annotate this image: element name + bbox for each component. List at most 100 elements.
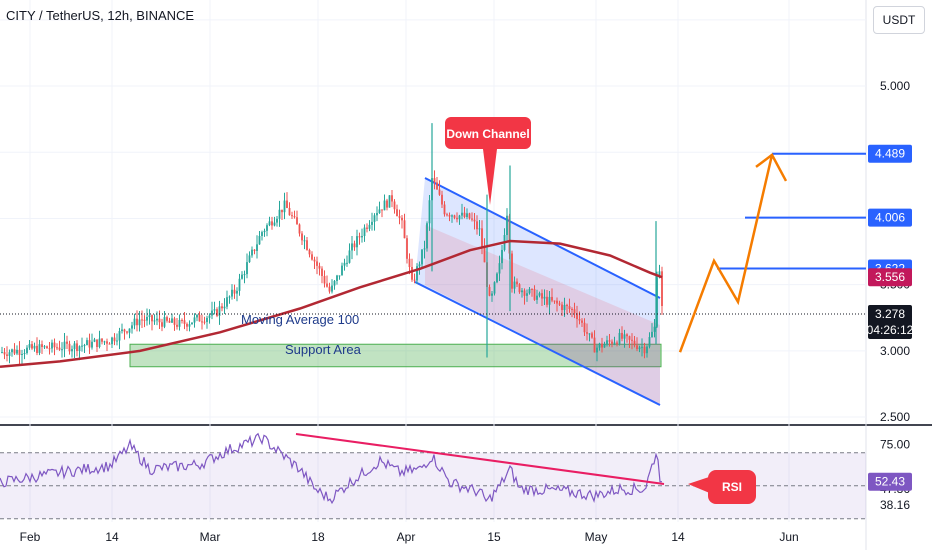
candle-body	[641, 346, 643, 348]
candle	[496, 272, 498, 284]
candle	[268, 216, 271, 227]
candle-body	[76, 343, 78, 351]
candle	[463, 206, 466, 219]
candle	[241, 271, 243, 280]
candle	[631, 333, 633, 350]
candle-body	[261, 232, 263, 237]
candle-body	[438, 189, 441, 195]
candle-body	[303, 240, 306, 242]
candle-body	[198, 314, 201, 322]
candle	[633, 335, 636, 348]
candle-body	[68, 343, 71, 352]
candle-body	[401, 217, 403, 221]
candle-body	[533, 289, 536, 300]
candle	[491, 290, 493, 302]
candle	[141, 310, 143, 328]
candle-body	[531, 288, 533, 290]
candle	[76, 340, 78, 357]
candle-body	[468, 213, 471, 219]
candle-body	[151, 315, 153, 322]
candle	[416, 263, 418, 285]
candle-body	[83, 345, 86, 347]
candle	[96, 339, 98, 352]
rsi-callout-label: RSI	[722, 480, 742, 494]
rsi-tick-label: 75.00	[880, 437, 910, 451]
candle-body	[646, 346, 648, 354]
candle	[553, 300, 556, 304]
candle-body	[203, 321, 206, 323]
candle	[441, 190, 443, 209]
candle	[471, 212, 473, 222]
candle-body	[416, 266, 418, 281]
candle	[148, 309, 151, 325]
candle	[311, 251, 313, 261]
rsi-callout: RSI	[688, 470, 756, 504]
candle	[133, 313, 136, 330]
candle	[103, 340, 106, 346]
candle-body	[146, 316, 148, 321]
candle	[176, 317, 178, 330]
candle-body	[338, 275, 341, 277]
currency-button[interactable]: USDT	[873, 6, 925, 34]
candle-body	[451, 215, 453, 217]
candle	[298, 223, 301, 237]
candle-body	[138, 319, 141, 326]
candle	[1, 346, 3, 354]
candle-body	[186, 323, 188, 327]
candle	[143, 315, 146, 328]
candle	[376, 206, 378, 222]
candle-body	[88, 340, 91, 348]
candle	[288, 202, 291, 216]
candle	[273, 216, 276, 227]
candle-body	[516, 281, 518, 285]
down-channel-callout: Down Channel	[445, 117, 531, 205]
candle	[436, 176, 438, 190]
candle-body	[161, 322, 163, 327]
price-tick-label: 2.500	[880, 410, 910, 424]
candle-body	[436, 182, 438, 190]
candle-body	[301, 233, 303, 241]
candle	[306, 237, 308, 251]
candle-body	[246, 262, 248, 275]
candle-body	[596, 347, 598, 353]
candle-body	[548, 296, 551, 305]
candle-body	[518, 284, 521, 293]
candle-body	[156, 318, 158, 321]
candle-body	[606, 340, 608, 345]
candle-body	[226, 297, 228, 307]
candle-body	[16, 349, 18, 354]
candle	[643, 342, 646, 359]
candle	[223, 298, 226, 315]
price-tag: 3.278 04:26:12	[867, 305, 914, 340]
candle-body	[568, 306, 571, 310]
candle-body	[133, 318, 136, 326]
candle-body	[413, 279, 416, 281]
candle	[608, 334, 611, 347]
candle	[11, 348, 13, 357]
candle	[498, 255, 501, 281]
candle-body	[193, 317, 196, 323]
candle-body	[426, 223, 428, 249]
candle	[386, 198, 388, 211]
candle	[478, 219, 481, 236]
candle	[528, 286, 531, 295]
candle-body	[81, 345, 83, 347]
candle-body	[523, 290, 526, 296]
time-tick-label: Apr	[397, 530, 416, 544]
candle	[213, 301, 216, 315]
candle	[611, 339, 613, 348]
rsi-tag-bg	[868, 472, 912, 491]
candle-body	[478, 228, 481, 230]
candle	[656, 271, 658, 328]
candle-body	[61, 349, 63, 351]
candle	[51, 339, 53, 353]
candle-body	[58, 347, 61, 350]
target-levels	[0, 152, 866, 315]
candle-body	[46, 346, 48, 349]
candle-body	[458, 215, 461, 220]
candle	[361, 228, 363, 243]
candle-body	[143, 319, 146, 321]
candle-body	[316, 261, 318, 266]
candle	[188, 320, 191, 332]
